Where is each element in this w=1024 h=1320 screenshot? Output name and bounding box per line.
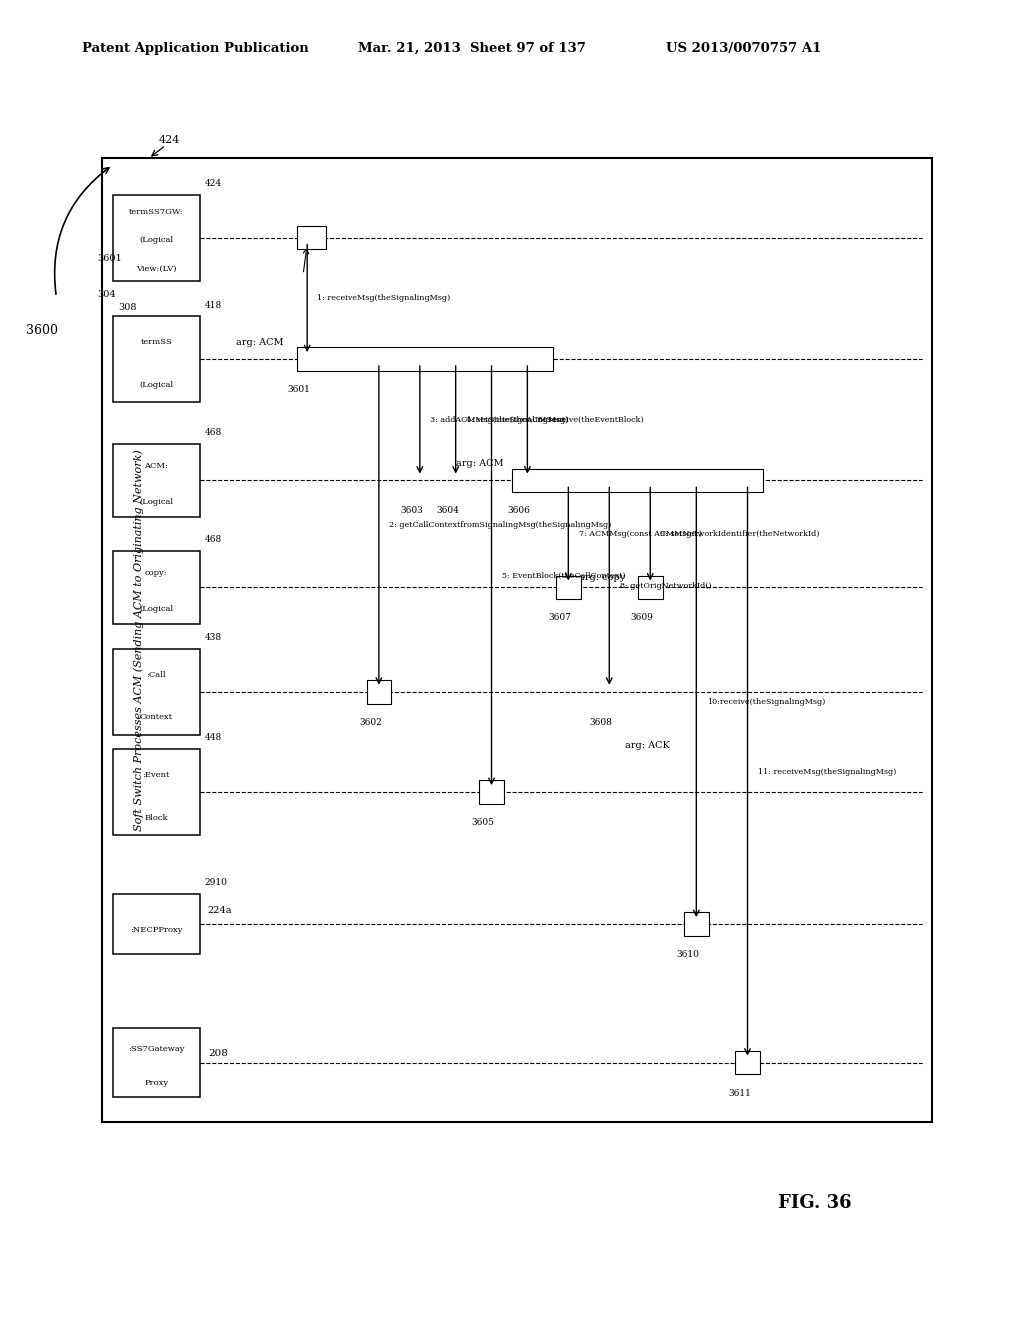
Text: Mar. 21, 2013  Sheet 97 of 137: Mar. 21, 2013 Sheet 97 of 137 [358, 42, 587, 55]
Text: 8: getOrigNetworkId(): 8: getOrigNetworkId() [620, 582, 711, 590]
Text: (Logical: (Logical [139, 606, 173, 614]
Text: 6: receive(theEventBlock): 6: receive(theEventBlock) [538, 416, 643, 424]
Text: termSS7GW:: termSS7GW: [129, 207, 183, 216]
Text: FIG. 36: FIG. 36 [778, 1193, 852, 1212]
Bar [102, 158, 932, 1122]
Bar [113, 315, 200, 401]
Text: :NECPProxy: :NECPProxy [130, 927, 182, 935]
Text: 11: receiveMsg(theSignalingMsg): 11: receiveMsg(theSignalingMsg) [758, 767, 896, 776]
Text: 3611: 3611 [728, 1089, 751, 1098]
Text: 2910: 2910 [205, 878, 227, 887]
Text: (Logical: (Logical [139, 236, 173, 244]
Text: 10:receive(theSignalingMsg): 10:receive(theSignalingMsg) [707, 698, 825, 706]
Text: 304: 304 [97, 290, 116, 300]
Text: 424: 424 [205, 180, 222, 189]
Text: 208: 208 [208, 1049, 227, 1059]
Bar [512, 469, 763, 492]
Bar [479, 780, 504, 804]
Text: 4: setState(theACMSent): 4: setState(theACMSent) [466, 416, 568, 424]
Text: View:(LV): View:(LV) [136, 265, 176, 273]
Text: 468: 468 [205, 429, 222, 437]
Text: (Logical: (Logical [139, 499, 173, 507]
Text: 3604: 3604 [436, 507, 459, 516]
Text: Proxy: Proxy [144, 1080, 168, 1088]
Bar [113, 748, 200, 834]
Text: Soft Switch Processes ACM (Sending ACM to Originating Network): Soft Switch Processes ACM (Sending ACM t… [133, 449, 143, 832]
Text: :Call: :Call [146, 671, 166, 678]
Bar [113, 1028, 200, 1097]
Text: termSS: termSS [140, 338, 172, 346]
Text: arg: ACK: arg: ACK [625, 742, 670, 751]
Bar [297, 226, 326, 249]
Text: 3610: 3610 [677, 950, 699, 960]
Text: Block: Block [144, 813, 168, 822]
Text: 3600: 3600 [26, 323, 57, 337]
Text: 3609: 3609 [631, 614, 653, 623]
Text: 3601: 3601 [288, 385, 310, 395]
Text: copy:: copy: [144, 569, 168, 577]
Bar [113, 894, 200, 954]
Text: Patent Application Publication: Patent Application Publication [82, 42, 308, 55]
Text: arg: ACM: arg: ACM [456, 459, 504, 469]
Text: :Event: :Event [142, 771, 170, 779]
Text: 3607: 3607 [549, 614, 571, 623]
Text: 418: 418 [205, 301, 222, 310]
Text: 5: EventBlock(theCallContext): 5: EventBlock(theCallContext) [502, 572, 626, 579]
Bar [113, 550, 200, 624]
Text: 9: setNetworkIdentifier(theNetworkId): 9: setNetworkIdentifier(theNetworkId) [660, 529, 820, 539]
Text: 3603: 3603 [400, 507, 423, 516]
Text: 424: 424 [159, 135, 180, 145]
Text: 3606: 3606 [508, 507, 530, 516]
Bar [367, 680, 391, 704]
Bar [113, 194, 200, 281]
Text: 438: 438 [205, 634, 222, 643]
Text: US 2013/0070757 A1: US 2013/0070757 A1 [666, 42, 821, 55]
Text: 308: 308 [118, 302, 136, 312]
Bar [684, 912, 709, 936]
Text: 3601: 3601 [97, 255, 122, 264]
Bar [638, 576, 663, 599]
Bar [297, 347, 553, 371]
Text: 1: receiveMsg(theSignalingMsg): 1: receiveMsg(theSignalingMsg) [317, 294, 451, 302]
Text: arg: ACM: arg: ACM [236, 338, 284, 347]
Text: 224a: 224a [208, 907, 232, 916]
Text: 3608: 3608 [590, 718, 612, 727]
Bar [113, 649, 200, 734]
Text: :SS7Gateway: :SS7Gateway [128, 1045, 184, 1053]
Text: 3605: 3605 [472, 818, 495, 828]
Text: 7: ACMMsg(const ACMMsg&): 7: ACMMsg(const ACMMsg&) [579, 529, 701, 539]
Bar [113, 444, 200, 517]
Text: (Logical: (Logical [139, 380, 173, 389]
Text: 3602: 3602 [359, 718, 382, 727]
Text: arg: copy: arg: copy [579, 573, 625, 582]
Text: Context: Context [139, 713, 173, 722]
Text: 3: addACMMsg(theSignalingMsg): 3: addACMMsg(theSignalingMsg) [430, 416, 568, 424]
Text: ACM:: ACM: [144, 462, 168, 470]
Bar [556, 576, 581, 599]
Text: 2: getCallContextfromSignalingMsg(theSignalingMsg): 2: getCallContextfromSignalingMsg(theSig… [389, 521, 611, 529]
Bar [735, 1051, 760, 1074]
Text: 448: 448 [205, 734, 222, 742]
Text: 468: 468 [205, 536, 222, 544]
